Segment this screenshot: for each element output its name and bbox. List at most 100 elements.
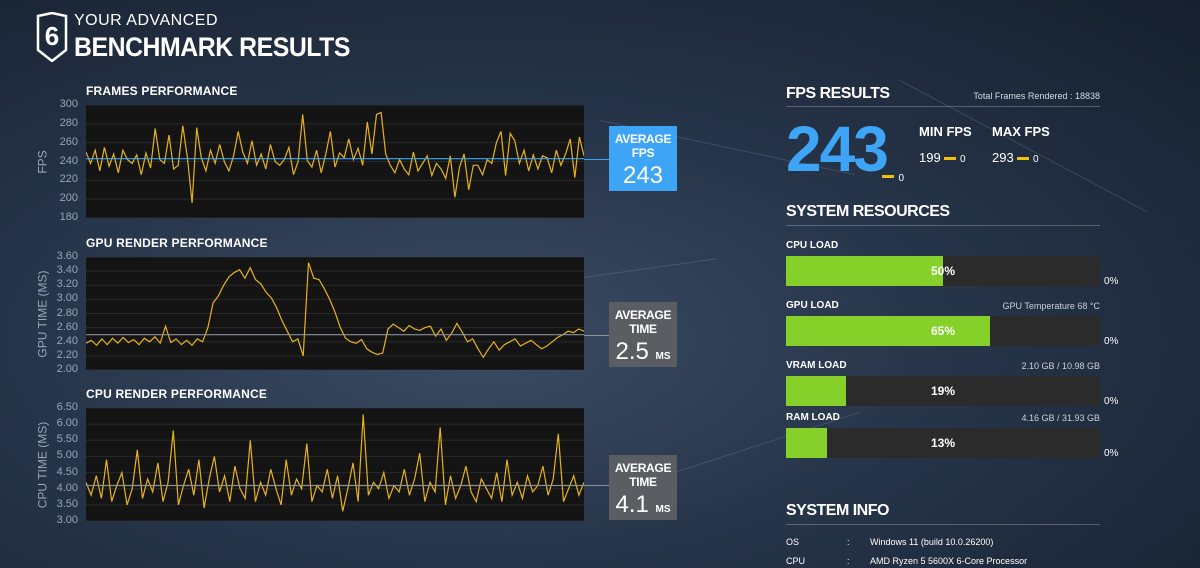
resource-zero: 0% xyxy=(1104,336,1119,347)
yellow-dash-icon xyxy=(944,157,957,161)
y-tick-label: 3.60 xyxy=(56,250,78,262)
y-tick-label: 240 xyxy=(59,154,78,167)
y-tick-label: 4.50 xyxy=(56,465,78,478)
resource-label: VRAM LOAD xyxy=(786,360,847,371)
line-chart xyxy=(86,105,584,218)
y-tick-label: 3.20 xyxy=(56,278,78,291)
resource-bar-fill xyxy=(786,428,827,458)
info-separator: : xyxy=(847,537,850,547)
system-info-title: SYSTEM INFO xyxy=(786,502,889,519)
resource-label: CPU LOAD xyxy=(786,240,839,251)
resource-bar-fill xyxy=(786,376,846,406)
series-line xyxy=(86,111,584,203)
resource-bar: 19% xyxy=(786,376,1100,406)
average-box: AVERAGE TIME 4.1 MS xyxy=(609,455,677,520)
min-fps-label: MIN FPS xyxy=(919,124,972,139)
chart-title: GPU RENDER PERFORMANCE xyxy=(86,236,268,250)
min-fps-block: 199 0 xyxy=(919,150,966,165)
y-tick-label: 6.50 xyxy=(56,401,78,413)
y-tick-label: 200 xyxy=(59,192,78,205)
average-box: AVERAGE TIME 2.5 MS xyxy=(609,302,677,367)
min-fps-value: 199 xyxy=(919,150,941,165)
resource-percent: 50% xyxy=(930,264,956,278)
series-line xyxy=(86,414,584,512)
y-tick-label: 3.50 xyxy=(56,497,78,510)
max-fps-zero: 0 xyxy=(1032,154,1039,165)
resource-label: GPU LOAD xyxy=(786,300,839,311)
y-tick-label: 2.20 xyxy=(56,348,78,361)
line-chart xyxy=(86,257,584,370)
y-tick-label: 2.00 xyxy=(56,363,78,375)
average-label: AVERAGE TIME xyxy=(614,461,672,489)
series-line xyxy=(86,262,584,359)
y-tick-label: 180 xyxy=(59,211,78,223)
logo-number: 6 xyxy=(45,21,59,51)
average-unit: MS xyxy=(655,504,671,515)
divider xyxy=(786,524,1100,525)
divider xyxy=(786,106,1100,107)
avg-fps-marker: 0 xyxy=(882,168,904,186)
average-value-block: 243 xyxy=(609,162,677,190)
y-tick-label: 3.00 xyxy=(56,292,78,305)
average-connector xyxy=(584,158,609,160)
resource-note: GPU Temperature 68 °C xyxy=(1002,301,1100,311)
total-frames-rendered: Total Frames Rendered : 18838 xyxy=(973,91,1100,101)
rainbow-six-logo-icon: 6 xyxy=(36,12,68,62)
resource-label: RAM LOAD xyxy=(786,412,840,423)
line-chart xyxy=(86,408,584,521)
resource-bar: 13% xyxy=(786,428,1100,458)
info-key: CPU xyxy=(786,556,806,566)
resource-percent: 13% xyxy=(930,436,956,450)
average-unit: MS xyxy=(655,351,671,362)
info-separator: : xyxy=(847,556,850,566)
average-connector xyxy=(584,334,609,336)
y-tick-label: 2.40 xyxy=(56,334,78,347)
average-value: 243 xyxy=(622,162,664,189)
resource-zero: 0% xyxy=(1104,396,1119,407)
average-value-block: 2.5 MS xyxy=(609,338,677,366)
y-tick-label: 2.80 xyxy=(56,306,78,319)
system-resources-title: SYSTEM RESOURCES xyxy=(786,203,950,220)
max-fps-value: 293 xyxy=(992,150,1014,165)
resource-bar: 65% xyxy=(786,316,1100,346)
average-label: AVERAGE FPS xyxy=(614,132,672,160)
page-title: BENCHMARK RESULTS xyxy=(74,32,350,62)
resource-zero: 0% xyxy=(1104,448,1119,459)
resource-note: 2.10 GB / 10.98 GB xyxy=(1021,361,1100,371)
min-fps-zero: 0 xyxy=(959,154,966,165)
resource-zero: 0% xyxy=(1104,276,1119,287)
info-value: AMD Ryzen 5 5600X 6-Core Processor xyxy=(870,556,1028,566)
avg-fps-zero: 0 xyxy=(898,173,905,184)
y-tick-label: 5.00 xyxy=(56,449,78,462)
resource-bar-fill xyxy=(786,256,943,286)
average-value: 4.1 xyxy=(615,491,649,518)
chart-title: FRAMES PERFORMANCE xyxy=(86,84,238,98)
average-label: AVERAGE TIME xyxy=(614,308,672,336)
y-tick-label: 3.00 xyxy=(56,514,78,526)
yellow-dash-icon xyxy=(882,175,894,179)
header-subtitle: YOUR ADVANCED xyxy=(74,12,219,29)
resource-note: 4.16 GB / 31.93 GB xyxy=(1021,413,1100,423)
resource-percent: 19% xyxy=(930,384,956,398)
average-value: 2.5 xyxy=(615,338,649,365)
chart-title: CPU RENDER PERFORMANCE xyxy=(86,387,268,401)
y-tick-label: 2.60 xyxy=(56,320,78,333)
y-tick-label: 3.40 xyxy=(56,264,78,277)
average-box: AVERAGE FPS 243 xyxy=(609,126,677,191)
yellow-dash-icon xyxy=(1017,157,1030,161)
average-connector xyxy=(584,485,609,487)
max-fps-label: MAX FPS xyxy=(992,124,1050,139)
info-key: OS xyxy=(786,537,800,547)
resource-bar: 50% xyxy=(786,256,1100,286)
y-tick-label: 280 xyxy=(59,116,78,129)
y-tick-label: 5.50 xyxy=(56,433,78,446)
y-tick-label: 220 xyxy=(59,173,78,186)
max-fps-block: 293 0 xyxy=(992,150,1039,165)
y-tick-label: 260 xyxy=(59,135,78,148)
average-value-block: 4.1 MS xyxy=(609,491,677,519)
fps-results-title: FPS RESULTS xyxy=(786,85,890,102)
resource-percent: 65% xyxy=(930,324,956,338)
resource-bar-fill xyxy=(786,316,991,346)
y-tick-label: 300 xyxy=(59,98,78,110)
average-fps-value: 243 xyxy=(786,113,889,185)
